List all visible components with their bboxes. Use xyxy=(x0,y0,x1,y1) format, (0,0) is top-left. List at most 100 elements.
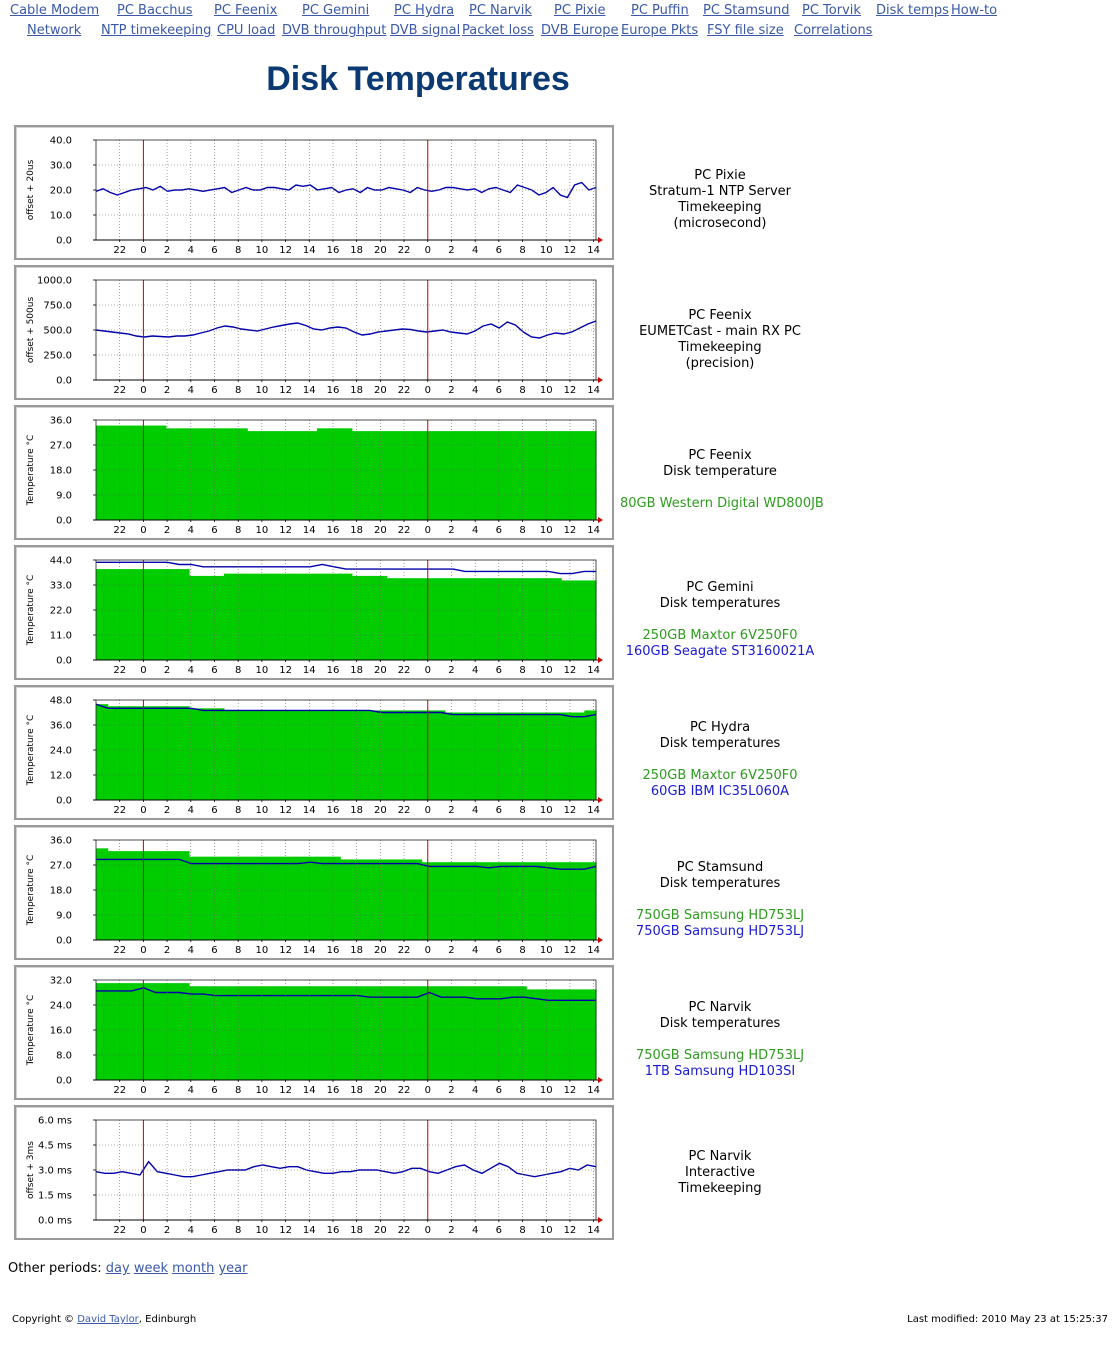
area-bar xyxy=(491,986,504,1080)
area-bar xyxy=(468,862,481,940)
x-tick-label: 6 xyxy=(496,1225,502,1236)
area-bar xyxy=(491,862,504,940)
x-tick-label: 4 xyxy=(472,245,478,256)
area-bar xyxy=(526,431,539,520)
x-tick-label: 0 xyxy=(140,1225,146,1236)
area-bar xyxy=(363,710,376,800)
area-bar xyxy=(468,578,481,660)
x-tick-label: 0 xyxy=(140,945,146,956)
nav-link-pc-puffin[interactable]: PC Puffin xyxy=(631,3,689,18)
y-tick-label: 1.5 ms xyxy=(38,1191,72,1202)
area-bar xyxy=(375,575,388,660)
nav-link-cable-modem[interactable]: Cable Modem xyxy=(10,3,100,18)
x-tick-label: 2 xyxy=(164,1225,170,1236)
x-tick-label: 12 xyxy=(279,1085,292,1096)
graph-panel: 48.0 36.0 24.0 12.0 0.0 22 0 2 4 6 8 10 12 14 16 18 20 22… xyxy=(14,685,614,820)
nav-link-dvb-signal[interactable]: DVB signal xyxy=(390,23,461,38)
graph-description: PC Stamsund Disk temperatures 750GB Samsu… xyxy=(620,860,820,940)
area-bar xyxy=(154,569,167,660)
x-tick-label: 20 xyxy=(374,1085,387,1096)
period-link-month[interactable]: month xyxy=(172,1261,215,1276)
x-tick-label: 12 xyxy=(564,1085,577,1096)
area-bar xyxy=(119,425,132,520)
area-bar xyxy=(561,580,574,660)
nav-link-cpu-load[interactable]: CPU load xyxy=(217,23,276,38)
x-tick-label: 16 xyxy=(327,1225,340,1236)
y-axis-label: offset + 500us xyxy=(26,297,36,364)
x-tick-label: 0 xyxy=(140,665,146,676)
x-tick-label: 12 xyxy=(564,525,577,536)
nav-link-ntp-timekeeping[interactable]: NTP timekeeping xyxy=(101,23,212,38)
nav-link-dvb-europe[interactable]: DVB Europe xyxy=(541,23,619,38)
nav-link-pc-torvik[interactable]: PC Torvik xyxy=(802,3,861,18)
period-link-week[interactable]: week xyxy=(133,1261,168,1276)
nav-link-fsy-file-size[interactable]: FSY file size xyxy=(707,23,784,38)
area-bar xyxy=(409,431,423,520)
description-line: Disk temperatures xyxy=(659,596,781,611)
period-link-year[interactable]: year xyxy=(218,1261,248,1276)
x-tick-label: 16 xyxy=(327,525,340,536)
area-bar xyxy=(316,428,330,520)
y-tick-label: 3.0 ms xyxy=(38,1166,72,1177)
graph-panel: 1000.0 750.0 500.0 250.0 0.0 22 0 2 4 6 8 10 12 14 16 1… xyxy=(14,265,614,400)
nav-link-pc-hydra[interactable]: PC Hydra xyxy=(394,3,455,18)
nav-link-network[interactable]: Network xyxy=(27,23,82,38)
nav-link-pc-pixie[interactable]: PC Pixie xyxy=(554,3,606,18)
y-tick-label: 18.0 xyxy=(50,886,72,897)
y-tick-label: 750.0 xyxy=(43,301,72,312)
nav-link-pc-bacchus[interactable]: PC Bacchus xyxy=(117,3,193,18)
area-bar xyxy=(328,573,341,660)
description-line xyxy=(620,612,820,628)
x-tick-label: 8 xyxy=(235,665,241,676)
area-bar xyxy=(107,706,120,800)
y-tick-label: 0.0 xyxy=(56,236,72,247)
x-tick-label: 18 xyxy=(350,385,363,396)
nav-link-pc-narvik[interactable]: PC Narvik xyxy=(469,3,532,18)
x-tick-label: 0 xyxy=(425,245,431,256)
y-tick-label: 0.0 ms xyxy=(38,1216,72,1227)
nav-link-dvb-throughput[interactable]: DVB throughput xyxy=(282,23,387,38)
x-tick-label: 6 xyxy=(211,1085,217,1096)
area-bar xyxy=(491,431,504,520)
x-tick-label: 8 xyxy=(235,525,241,536)
area-bar xyxy=(537,431,551,520)
graph-description: PC Narvik Interactive Timekeeping xyxy=(620,1149,820,1197)
area-bar xyxy=(572,712,585,800)
nav-link-packet-loss[interactable]: Packet loss xyxy=(462,23,534,38)
area-bar xyxy=(468,431,481,520)
nav-link-pc-stamsund[interactable]: PC Stamsund xyxy=(703,3,790,18)
x-tick-label: 12 xyxy=(279,945,292,956)
area-bar xyxy=(305,573,318,660)
nav-link-how-to[interactable]: How-to xyxy=(951,3,998,18)
other-periods: Other periods: day week month year xyxy=(8,1261,247,1276)
area-bar xyxy=(537,862,551,940)
area-bar xyxy=(479,578,492,660)
area-bar xyxy=(305,431,318,520)
x-tick-label: 2 xyxy=(164,665,170,676)
page-title: Disk Temperatures xyxy=(266,60,570,98)
x-tick-label: 10 xyxy=(256,245,269,256)
nav-link-europe-pkts[interactable]: Europe Pkts xyxy=(621,23,699,38)
area-bar xyxy=(340,573,353,660)
area-bar xyxy=(340,859,353,940)
x-tick-label: 14 xyxy=(303,805,316,816)
author-link[interactable]: David Taylor xyxy=(77,1314,139,1325)
x-tick-label: 12 xyxy=(564,945,577,956)
period-link-day[interactable]: day xyxy=(105,1261,130,1276)
nav-link-disk-temps[interactable]: Disk temps xyxy=(876,3,949,18)
nav-link-pc-gemini[interactable]: PC Gemini xyxy=(302,3,370,18)
description-line: PC Stamsund xyxy=(676,860,764,875)
area-bar xyxy=(212,428,225,520)
x-tick-label: 10 xyxy=(256,385,269,396)
area-bar xyxy=(328,428,341,520)
y-tick-label: 27.0 xyxy=(50,441,72,452)
x-tick-label: 14 xyxy=(303,385,316,396)
nav-link-pc-feenix[interactable]: PC Feenix xyxy=(214,3,278,18)
x-tick-label: 6 xyxy=(211,385,217,396)
x-tick-label: 18 xyxy=(350,245,363,256)
area-bar xyxy=(491,712,504,800)
area-bar xyxy=(270,710,283,800)
axis-arrow-icon xyxy=(598,657,603,663)
area-bar xyxy=(130,569,144,660)
nav-link-correlations[interactable]: Correlations xyxy=(794,23,873,38)
